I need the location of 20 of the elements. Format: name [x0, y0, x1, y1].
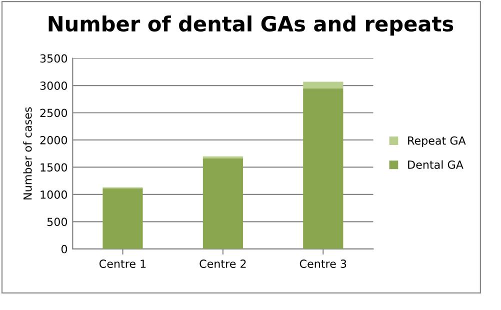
- y-tick-label: 3000: [40, 81, 68, 90]
- bar: [303, 88, 344, 249]
- x-tick-label: Centre 1: [99, 260, 146, 268]
- legend-label: Dental GA: [408, 160, 464, 169]
- bar: [202, 156, 243, 159]
- y-tick-label: 2500: [40, 108, 68, 118]
- y-tick-label: 1000: [40, 190, 68, 199]
- y-axis-title: Number of cases: [23, 107, 32, 200]
- legend-label: Repeat GA: [408, 136, 466, 147]
- y-tick-label: 500: [47, 218, 68, 226]
- y-tick-label: 0: [61, 244, 68, 254]
- x-tick-label: Centre 2: [200, 260, 246, 268]
- bar: [202, 158, 243, 249]
- y-tick-label: 3500: [40, 54, 68, 63]
- chart-title: Number of dental GAs and repeats: [48, 16, 454, 36]
- bar: [303, 82, 344, 88]
- y-tick-label: 2000: [40, 136, 68, 144]
- x-tick-label: Centre 3: [300, 260, 346, 268]
- bar: [102, 188, 143, 249]
- y-tick-label: 1500: [40, 163, 68, 172]
